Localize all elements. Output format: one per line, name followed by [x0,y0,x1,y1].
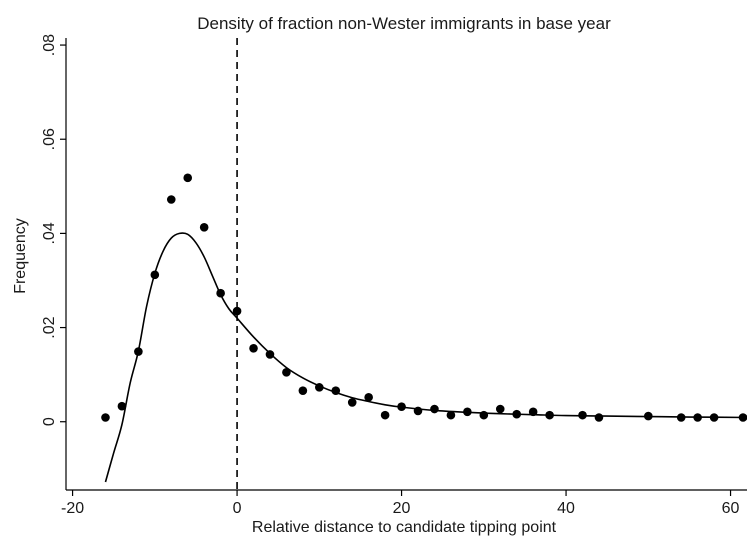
x-tick-label: 60 [722,500,740,517]
data-point [282,367,291,377]
data-point [594,413,604,422]
x-tick-label: 20 [393,500,411,517]
x-tick-label: 0 [233,500,242,517]
data-point [446,410,456,420]
x-tick-label: 40 [557,500,575,517]
data-point [331,386,341,395]
data-point [117,401,127,411]
data-point [738,413,747,422]
data-point [709,413,719,422]
data-point [495,404,505,414]
y-tick-label: .02 [41,316,58,338]
data-point [298,386,308,395]
data-point [101,413,110,422]
fitted-density-line [104,232,747,483]
data-point [232,306,242,316]
x-axis-ticks: -20 0 20 40 60 [61,490,740,517]
data-point [397,402,406,411]
data-point [249,343,258,353]
data-point [644,411,653,421]
data-point [265,350,275,359]
data-point [199,222,209,232]
y-tick-label: .04 [41,222,58,244]
data-point [183,173,193,183]
y-axis-title: Frequency [12,218,29,294]
chart-title: Density of fraction non-Wester immigrant… [197,14,611,33]
data-point [134,347,143,356]
data-point [430,404,439,414]
data-point [413,406,423,416]
data-point [364,392,373,402]
data-point [512,409,522,419]
x-axis-title: Relative distance to candidate tipping p… [252,519,557,536]
data-point [380,410,390,420]
data-point [150,270,160,280]
x-tick-label: -20 [61,500,84,517]
data-points [101,173,747,422]
data-point [693,413,702,422]
data-point [578,410,587,420]
data-point [528,407,538,417]
data-point [463,407,472,417]
y-tick-label: .08 [41,34,58,56]
data-point [479,410,489,420]
data-point [545,410,554,420]
data-point [166,195,176,204]
data-point [315,383,324,392]
y-tick-label: .06 [41,128,58,150]
data-point [216,288,225,298]
data-point [676,413,686,422]
y-axis-ticks: 0 .02 .04 .06 .08 [41,34,66,426]
y-tick-label: 0 [41,417,58,426]
data-point [347,398,357,407]
